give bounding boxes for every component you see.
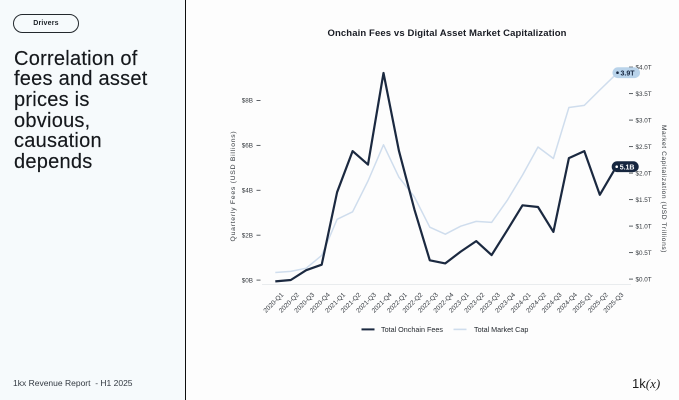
svg-text:3.9T: 3.9T: [621, 70, 636, 77]
svg-text:$0B: $0B: [242, 277, 253, 284]
svg-text:$4B: $4B: [242, 188, 253, 195]
svg-text:$2.5T: $2.5T: [636, 144, 652, 151]
svg-text:$2.0T: $2.0T: [636, 170, 652, 177]
svg-text:$0.0T: $0.0T: [636, 276, 652, 283]
svg-text:$3.0T: $3.0T: [636, 117, 652, 124]
svg-text:$2B: $2B: [242, 232, 253, 239]
svg-text:Total Market Cap: Total Market Cap: [474, 325, 528, 334]
svg-text:Quarterly Fees (USD Billions): Quarterly Fees (USD Billions): [230, 131, 237, 242]
svg-text:$1.0T: $1.0T: [636, 223, 652, 230]
svg-text:$4.0T: $4.0T: [636, 64, 652, 71]
svg-text:$1.5T: $1.5T: [636, 197, 652, 204]
svg-text:$8B: $8B: [242, 98, 253, 105]
svg-text:5.1B: 5.1B: [620, 164, 635, 171]
svg-text:$0.5T: $0.5T: [636, 250, 652, 257]
svg-text:Total Onchain Fees: Total Onchain Fees: [381, 325, 443, 334]
svg-text:$6B: $6B: [242, 143, 253, 150]
svg-text:$3.5T: $3.5T: [636, 91, 652, 98]
svg-text:Market Capitalization (USD Tri: Market Capitalization (USD Trillions): [660, 125, 667, 253]
